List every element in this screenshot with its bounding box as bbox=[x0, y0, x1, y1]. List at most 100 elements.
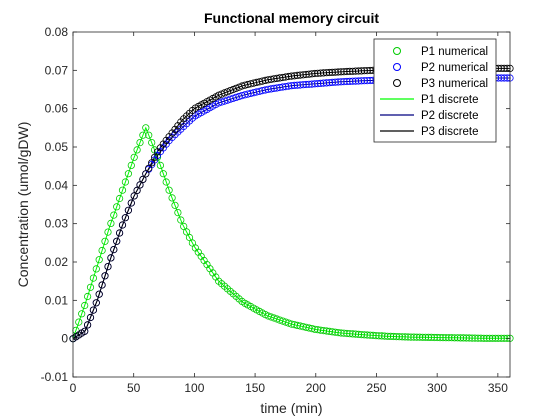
data-point bbox=[488, 334, 497, 342]
data-point bbox=[287, 72, 296, 80]
data-point bbox=[497, 334, 505, 342]
data-point bbox=[351, 77, 360, 85]
data-point bbox=[118, 186, 127, 194]
data-point bbox=[284, 72, 293, 81]
data-point bbox=[311, 69, 319, 78]
data-point bbox=[346, 77, 354, 86]
data-point bbox=[357, 77, 365, 85]
data-point bbox=[95, 256, 103, 264]
data-point bbox=[276, 74, 284, 82]
data-point bbox=[127, 199, 135, 207]
data-point bbox=[311, 80, 319, 88]
data-point bbox=[322, 69, 331, 77]
data-point bbox=[372, 331, 380, 340]
y-axis-label: Concentration (umol/gDW) bbox=[15, 122, 31, 288]
data-point bbox=[360, 77, 368, 85]
data-point bbox=[159, 170, 167, 178]
data-point bbox=[113, 203, 121, 211]
data-point bbox=[86, 313, 95, 322]
y-axis-ticks: -0.01 0 0.01 0.02 0.03 0.04 0.05 0.06 0.07 0.08 bbox=[41, 25, 510, 384]
data-point bbox=[110, 211, 118, 219]
data-point bbox=[282, 73, 290, 81]
y-tick-label: 0.06 bbox=[45, 102, 69, 116]
data-point bbox=[413, 333, 421, 341]
data-point bbox=[296, 81, 304, 89]
data-point bbox=[322, 79, 331, 87]
data-point bbox=[346, 67, 354, 76]
data-point bbox=[279, 73, 287, 82]
data-point bbox=[98, 246, 106, 255]
data-point bbox=[442, 334, 450, 342]
legend-label: P3 numerical bbox=[421, 78, 488, 90]
data-point bbox=[142, 170, 150, 178]
data-point bbox=[340, 68, 348, 76]
data-point bbox=[104, 262, 112, 271]
data-point bbox=[453, 334, 462, 342]
data-point bbox=[500, 64, 508, 73]
data-point bbox=[296, 71, 304, 79]
data-point bbox=[375, 332, 383, 340]
data-point bbox=[118, 221, 127, 229]
data-point bbox=[398, 333, 406, 341]
data-point bbox=[127, 161, 135, 169]
data-point bbox=[386, 332, 395, 340]
data-point bbox=[110, 246, 118, 254]
series-markers bbox=[69, 124, 514, 343]
data-point bbox=[450, 334, 459, 342]
data-point bbox=[381, 332, 389, 340]
data-point bbox=[343, 329, 351, 338]
data-point bbox=[331, 328, 339, 336]
y-tick-label: 0.01 bbox=[45, 293, 69, 307]
data-point bbox=[328, 328, 336, 336]
data-point bbox=[270, 84, 278, 93]
y-tick-label: 0.04 bbox=[45, 178, 69, 192]
data-point bbox=[267, 85, 275, 93]
data-point bbox=[494, 334, 502, 342]
data-point bbox=[366, 76, 374, 85]
data-point bbox=[351, 330, 360, 338]
data-point bbox=[142, 124, 150, 132]
legend-label: P1 numerical bbox=[421, 46, 488, 58]
data-point bbox=[468, 334, 476, 342]
data-point bbox=[177, 216, 185, 224]
data-point bbox=[308, 70, 316, 78]
data-point bbox=[78, 310, 86, 318]
legend-label: P3 discrete bbox=[421, 126, 479, 138]
data-point bbox=[136, 181, 144, 189]
data-point bbox=[116, 229, 124, 237]
data-point bbox=[311, 325, 319, 333]
data-point bbox=[84, 321, 92, 329]
data-point bbox=[314, 326, 322, 334]
data-point bbox=[113, 237, 121, 245]
x-tick-label: 250 bbox=[366, 381, 386, 395]
data-point bbox=[270, 75, 278, 83]
data-point bbox=[261, 76, 269, 85]
data-point bbox=[148, 139, 156, 147]
y-tick-label: 0.03 bbox=[45, 217, 69, 231]
legend-box bbox=[373, 38, 497, 143]
data-point bbox=[366, 331, 374, 339]
data-point bbox=[351, 67, 360, 75]
data-point bbox=[136, 139, 144, 147]
data-point bbox=[168, 194, 176, 202]
data-point bbox=[145, 131, 153, 139]
data-point bbox=[151, 153, 159, 161]
data-point bbox=[340, 78, 348, 86]
data-point bbox=[354, 67, 363, 75]
data-point bbox=[491, 334, 499, 342]
data-point bbox=[264, 85, 272, 93]
data-point bbox=[357, 67, 365, 75]
data-point bbox=[95, 290, 103, 298]
data-point bbox=[410, 333, 418, 341]
data-point bbox=[328, 78, 336, 87]
data-point bbox=[430, 333, 438, 342]
data-point bbox=[316, 79, 325, 88]
data-point bbox=[171, 201, 179, 209]
data-point bbox=[86, 283, 95, 291]
data-point bbox=[116, 194, 124, 203]
data-point bbox=[287, 82, 296, 90]
data-point bbox=[81, 327, 89, 335]
data-point bbox=[480, 334, 488, 342]
y-tick-label: 0.07 bbox=[45, 63, 69, 77]
